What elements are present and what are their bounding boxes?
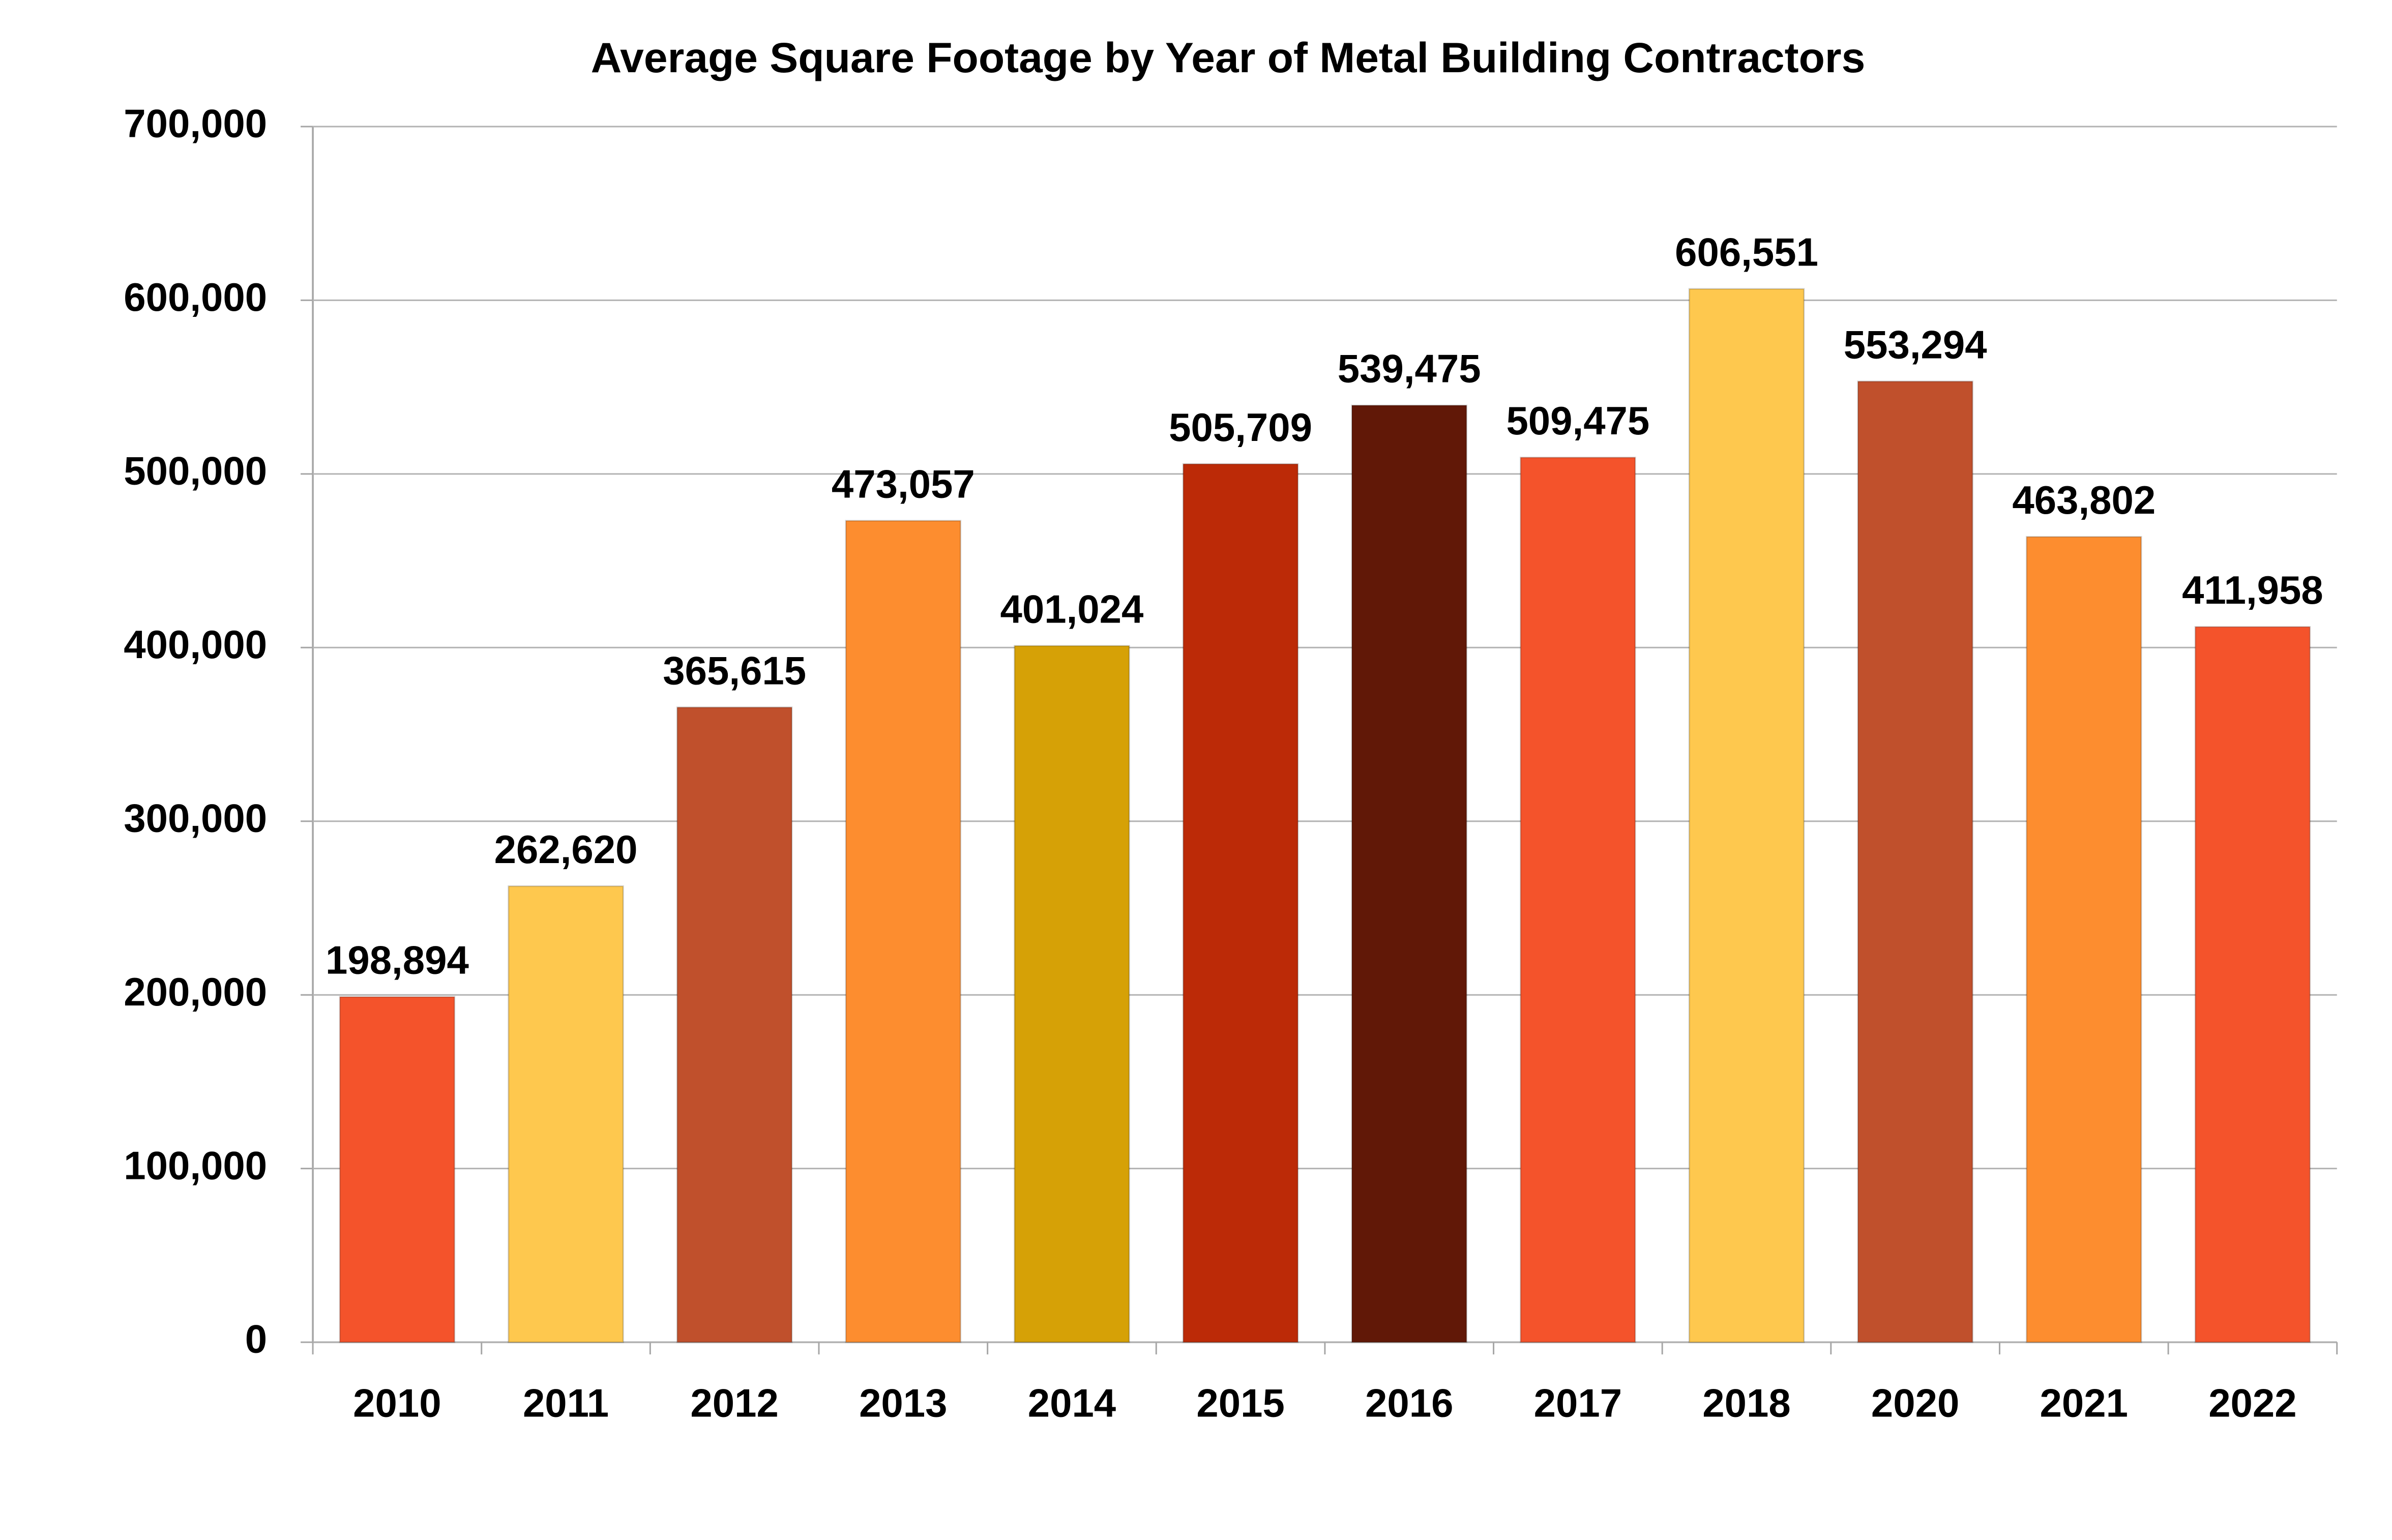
x-tick-label: 2018 (1702, 1381, 1790, 1426)
bar (676, 706, 793, 1343)
value-label: 473,057 (832, 461, 975, 506)
bar (1182, 463, 1299, 1343)
value-label: 365,615 (663, 648, 806, 693)
value-label: 198,894 (326, 938, 469, 983)
value-label: 411,958 (2182, 568, 2323, 612)
x-tick-label: 2021 (2040, 1381, 2128, 1426)
value-label: 505,709 (1169, 405, 1312, 450)
y-tick-label: 600,000 (124, 275, 267, 319)
value-label: 553,294 (1844, 322, 1987, 367)
bar (1520, 456, 1636, 1343)
bar (1688, 288, 1805, 1343)
bar (339, 996, 456, 1343)
value-label: 539,475 (1338, 346, 1481, 391)
bar (1857, 380, 1973, 1343)
bar (845, 520, 962, 1343)
y-tick-label: 700,000 (124, 101, 267, 146)
bar (2194, 626, 2311, 1343)
bar (1014, 645, 1130, 1343)
chart-title: Average Square Footage by Year of Metal … (591, 34, 1866, 81)
x-tick-label: 2010 (353, 1381, 441, 1426)
y-tick-label: 500,000 (124, 448, 267, 493)
value-label: 463,802 (2012, 478, 2155, 522)
y-tick-label: 100,000 (124, 1143, 267, 1188)
x-tick-label: 2011 (523, 1381, 609, 1426)
x-tick-label: 2013 (859, 1381, 947, 1426)
x-tick-label: 2016 (1365, 1381, 1453, 1426)
y-tick-label: 0 (245, 1317, 267, 1361)
y-tick-label: 400,000 (124, 622, 267, 667)
bar (508, 885, 624, 1343)
x-tick-label: 2014 (1028, 1381, 1116, 1426)
value-label: 262,620 (494, 827, 638, 872)
x-tick-label: 2022 (2208, 1381, 2296, 1426)
x-tick-label: 2020 (1871, 1381, 1959, 1426)
x-tick-label: 2012 (690, 1381, 778, 1426)
bar (1351, 404, 1467, 1343)
y-tick-label: 300,000 (124, 795, 267, 840)
value-label: 509,475 (1506, 398, 1649, 443)
x-tick-label: 2017 (1534, 1381, 1622, 1426)
bar (2026, 536, 2142, 1343)
value-label: 606,551 (1675, 230, 1818, 275)
value-label: 401,024 (1000, 586, 1144, 631)
y-tick-label: 200,000 (124, 969, 267, 1014)
x-tick-label: 2015 (1196, 1381, 1284, 1426)
